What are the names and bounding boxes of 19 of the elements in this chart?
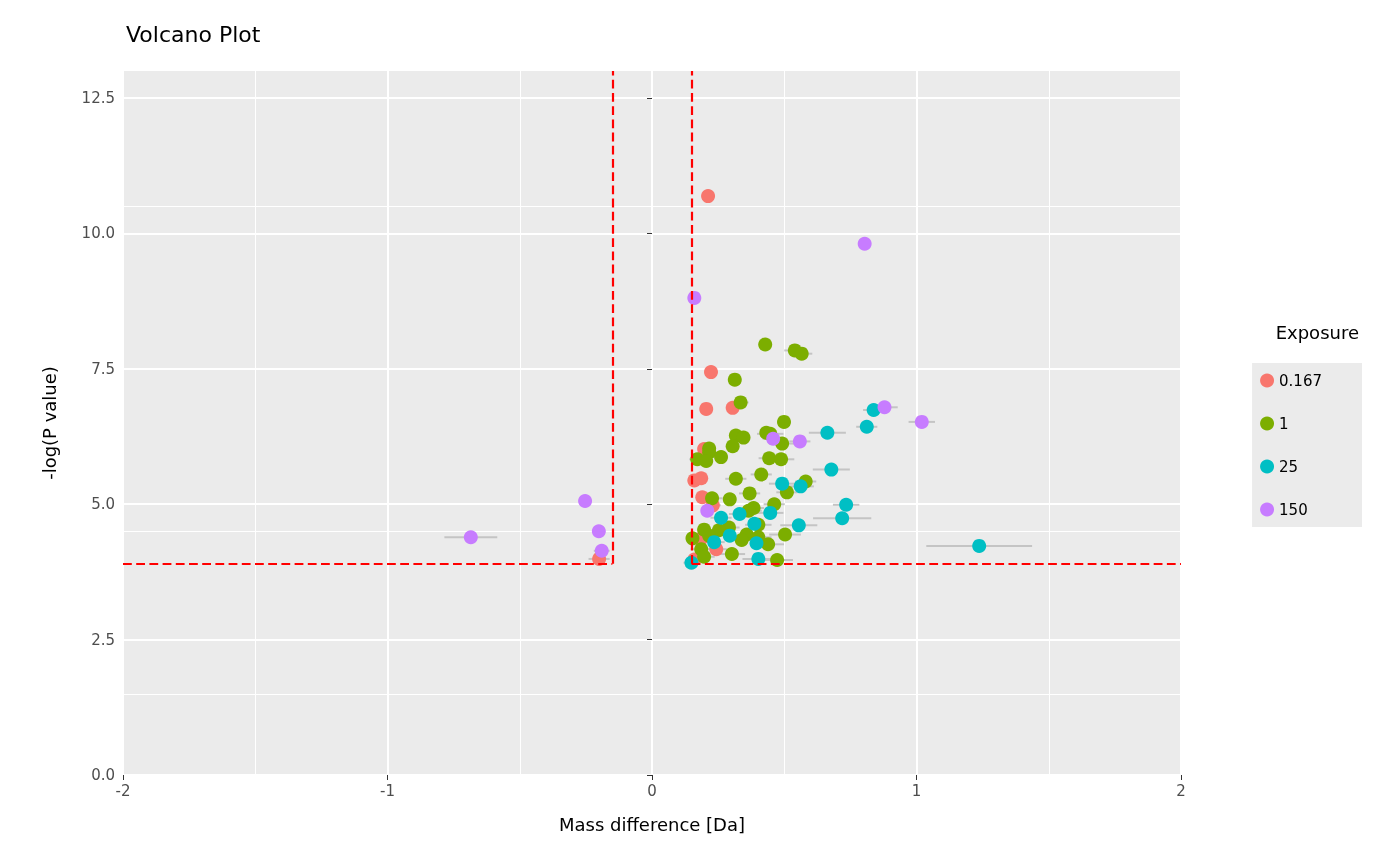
legend-label: 0.167: [1279, 371, 1323, 390]
x-tick-label: -2: [115, 781, 131, 800]
x-axis-title: Mass difference [Da]: [558, 813, 746, 835]
legend-title: Exposure: [1275, 321, 1360, 343]
y-tick-label: 12.5: [81, 89, 115, 108]
y-axis-title: -log(P value): [38, 366, 60, 480]
chart-title: Volcano Plot: [126, 21, 261, 47]
y-tick-label: 5.0: [91, 495, 115, 514]
y-tick-label: 0.0: [91, 766, 115, 784]
y-tick-label: 2.5: [91, 630, 115, 649]
x-tick-label: 2: [1176, 781, 1186, 800]
x-tick-label: 0: [647, 781, 657, 800]
y-tick-label: 7.5: [91, 359, 115, 378]
y-tick-label: 10.0: [81, 224, 115, 243]
x-tick-label: 1: [911, 781, 922, 800]
legend-label: 25: [1279, 457, 1299, 476]
legend-label: 150: [1279, 500, 1308, 519]
x-tick-label: -1: [380, 781, 395, 800]
legend-label: 1: [1279, 414, 1289, 433]
